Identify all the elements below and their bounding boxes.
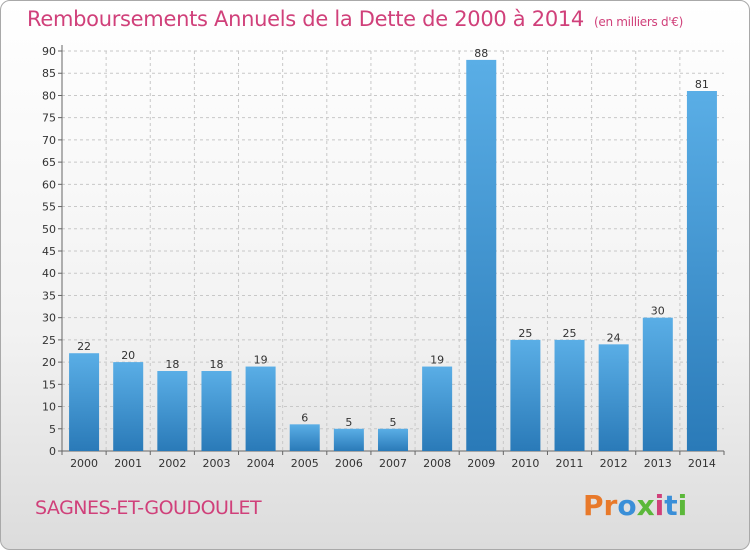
x-tick-label-2002: 2002 [158,457,186,470]
x-tick-label-2011: 2011 [556,457,584,470]
bar-2008 [422,366,453,451]
bar-2013 [642,317,673,451]
bar-2012 [598,344,629,451]
logo-letter: x [636,489,655,522]
y-tick-label: 50 [42,223,56,236]
value-label-2007: 5 [390,416,397,429]
x-tick-label-2010: 2010 [511,457,539,470]
bar-2010 [510,339,541,451]
value-label-2004: 19 [254,354,268,367]
y-tick-label: 65 [42,156,56,169]
x-tick-label-2001: 2001 [114,457,142,470]
chart-unit: (en milliers d'€) [594,15,684,29]
y-tick-label: 40 [42,267,56,280]
y-tick-labels: 0 5 10 15 20 25 30 35 40 45 50 55 60 65 70 75 80 85 90 [42,45,56,458]
y-tick-label: 60 [42,178,56,191]
value-label-2014: 81 [695,78,709,91]
logo-letter: P [583,489,604,522]
y-tick-label: 55 [42,201,56,214]
bars [69,59,717,452]
bar-2000 [69,353,100,451]
bar-2003 [201,371,232,451]
value-label-2011: 25 [563,327,577,340]
x-tick-label-2005: 2005 [291,457,319,470]
value-label-2009: 88 [474,47,488,60]
bar-2006 [333,428,364,451]
logo-letter: i [654,489,665,522]
x-tick-label-2013: 2013 [644,457,672,470]
value-label-2006: 5 [345,416,352,429]
bar-2001 [113,362,144,451]
x-tick-label-2014: 2014 [688,457,716,470]
value-label-2010: 25 [518,327,532,340]
value-labels: 22 20 18 18 19 6 5 5 19 88 25 25 24 30 81 [77,47,709,429]
proxiti-logo: Proxiti [583,489,687,522]
x-tick-label-2004: 2004 [247,457,275,470]
x-tick-labels: 2000 2001 2002 2003 2004 2005 2006 2007 2008 2009… [70,457,716,470]
x-tick-label-2008: 2008 [423,457,451,470]
logo-letter: t [664,489,678,522]
bar-2002 [157,371,188,451]
y-tick-label: 35 [42,289,56,302]
y-tick-label: 15 [42,378,56,391]
y-tick-label: 30 [42,312,56,325]
commune-name: SAGNES-ET-GOUDOULET [35,497,262,519]
y-tick-label: 25 [42,334,56,347]
bar-2011 [554,339,585,451]
bar-2014 [686,91,717,451]
logo-letter: i [677,489,688,522]
y-tick-label: 85 [42,67,56,80]
value-label-2000: 22 [77,340,91,353]
y-tick-label: 70 [42,134,56,147]
x-tick-label-2012: 2012 [600,457,628,470]
y-tick-label: 75 [42,112,56,125]
y-tick-label: 0 [49,445,56,458]
y-tick-label: 90 [42,45,56,58]
x-tick-label-2009: 2009 [467,457,495,470]
x-tick-label-2000: 2000 [70,457,98,470]
bar-2005 [289,424,320,451]
bar-2007 [377,428,409,451]
value-label-2002: 18 [165,358,179,371]
y-tick-label: 10 [42,401,56,414]
value-label-2008: 19 [430,354,444,367]
value-label-2005: 6 [301,411,308,424]
x-tick-label-2007: 2007 [379,457,407,470]
value-label-2012: 24 [607,331,621,344]
y-tick-label: 20 [42,356,56,369]
y-tick-label: 5 [49,423,56,436]
value-label-2001: 20 [121,349,135,362]
logo-letter: r [603,489,618,522]
x-tick-label-2006: 2006 [335,457,363,470]
y-tick-label: 45 [42,245,56,258]
chart-title: Remboursements Annuels de la Dette de 20… [27,7,683,31]
bar-2004 [245,366,276,451]
x-tick-label-2003: 2003 [202,457,230,470]
bar-2009 [466,59,497,452]
logo-letter: o [617,489,637,522]
chart-title-text: Remboursements Annuels de la Dette de 20… [27,7,584,31]
value-label-2013: 30 [651,305,665,318]
value-label-2003: 18 [209,358,223,371]
y-tick-label: 80 [42,89,56,102]
